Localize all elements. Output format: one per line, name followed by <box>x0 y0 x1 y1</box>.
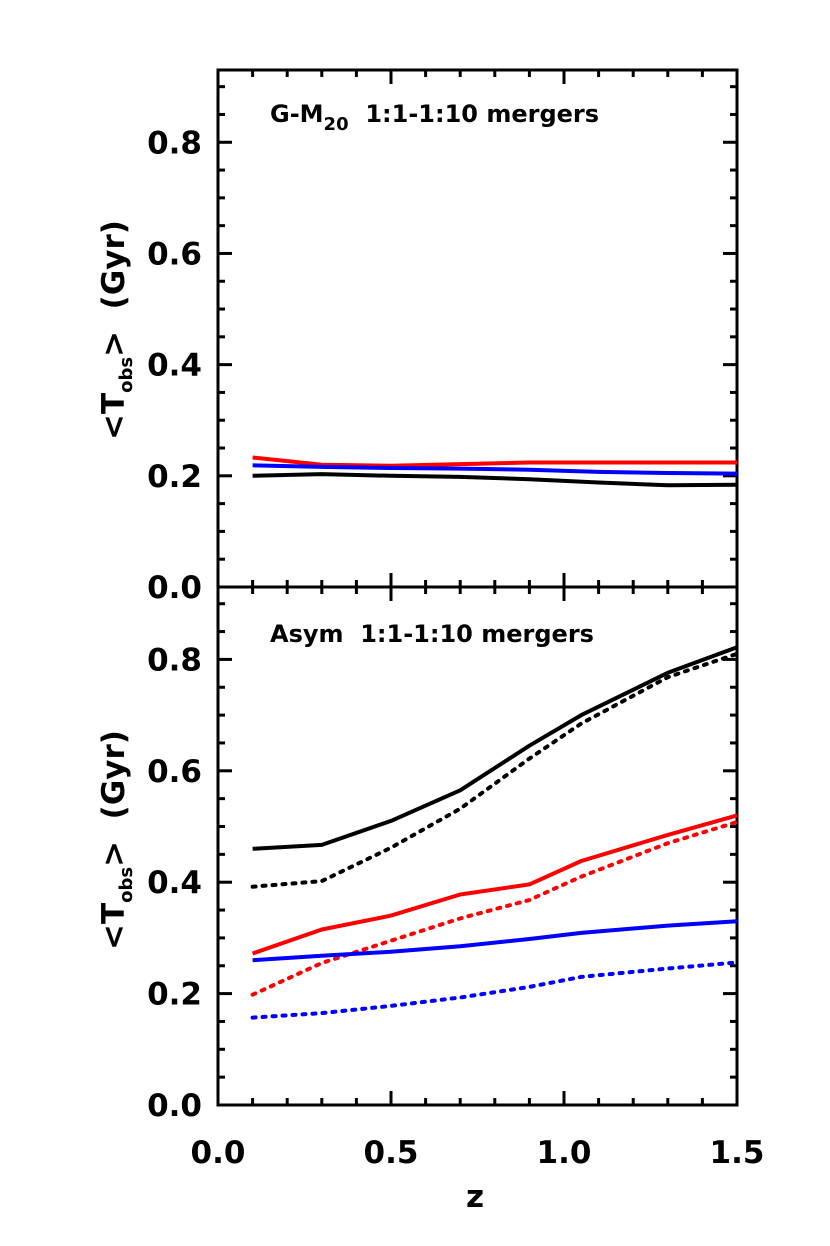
series-line-0 <box>252 645 738 851</box>
top-panel: 0.0 0.2 0.4 0.6 0.8 G-M20 1:1-1:10 mergers <To… <box>96 68 739 606</box>
series-line-2 <box>252 463 738 476</box>
y-axis-label-sub: obs <box>116 357 137 393</box>
plot-frame <box>216 68 739 589</box>
y-tick-label: 0.8 <box>147 125 202 161</box>
y-axis-label-rest: > (Gyr) <box>96 730 132 867</box>
series-line-4 <box>252 919 738 963</box>
panel-label-main: Asym <box>270 620 344 648</box>
panel-label: Asym 1:1-1:10 mergers <box>270 620 594 648</box>
x-tick-label: 0.0 <box>191 1135 246 1171</box>
panel-label-sub: 20 <box>324 114 349 135</box>
y-axis-label-sub: obs <box>116 867 137 903</box>
y-axis-label: <Tobs> (Gyr) <box>96 220 137 440</box>
y-tick-label: 0.0 <box>147 1088 202 1124</box>
series-line-2 <box>251 813 738 956</box>
y-tick-label: 0.6 <box>147 236 202 272</box>
y-tick-label: 0.4 <box>147 348 202 384</box>
y-tick-label: 0.4 <box>147 865 202 901</box>
y-tick-label: 0.6 <box>147 754 202 790</box>
y-tick-label: 0.2 <box>147 459 202 495</box>
panel-label-rest: 1:1-1:10 mergers <box>344 620 594 648</box>
series-line-3 <box>250 820 739 997</box>
x-tick-label: 1.5 <box>710 1135 765 1171</box>
panel-label-rest: 1:1-1:10 mergers <box>349 100 599 128</box>
series-line-0 <box>252 472 738 488</box>
x-tick-label: 0.5 <box>364 1135 419 1171</box>
x-axis-label: z <box>466 1179 484 1215</box>
series-line-1 <box>250 651 739 889</box>
panel-label: G-M20 1:1-1:10 mergers <box>270 100 599 135</box>
y-tick-label: 0.0 <box>147 570 202 606</box>
panel-label-main: G-M <box>270 100 324 128</box>
bottom-panel: 0.0 0.2 0.4 0.6 0.8 0.0 0.5 1.0 1.5 Asym 1:1-1:10… <box>96 585 765 1171</box>
y-tick-label: 0.2 <box>147 977 202 1013</box>
series-line-5 <box>250 960 739 1020</box>
y-axis-label-main: <T <box>96 903 132 950</box>
plot-frame <box>216 585 739 1107</box>
y-axis-label-main: <T <box>96 393 132 440</box>
series-line-1 <box>252 455 737 468</box>
y-axis-label: <Tobs> (Gyr) <box>96 730 137 950</box>
y-tick-label: 0.8 <box>147 642 202 678</box>
x-tick-label: 1.0 <box>537 1135 592 1171</box>
y-axis-label-rest: > (Gyr) <box>96 220 132 357</box>
